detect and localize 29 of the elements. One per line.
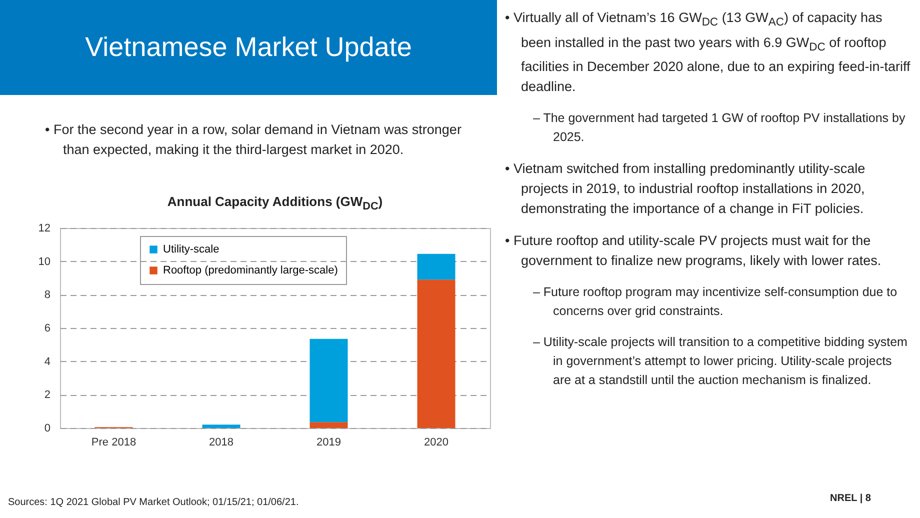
text: – The government had targeted 1 GW of rooftop PV installations by 2025. (533, 110, 906, 146)
y-tick-label: 0 (44, 422, 50, 434)
bar (310, 338, 348, 422)
y-tick-label: 8 (44, 289, 50, 302)
bar (310, 422, 348, 428)
text: • Vietnam switched from installing predominantly utility-scale projects in 2019, to industrial rooftop installations in 2020, demonstrating the importance of a change in FiT policies. (505, 160, 866, 218)
bar (202, 424, 240, 428)
text: NREL | 8 (830, 492, 872, 506)
bar (417, 254, 456, 280)
text: – Future rooftop program may incentivize self-consumption due to concerns over grid constraints. (533, 284, 898, 320)
y-tick-label: 12 (38, 222, 50, 234)
source-note: Sources: 1Q 2021 Global PV Market Outlook; 01/15/21; 01/06/21. (8, 496, 300, 510)
bar (417, 280, 456, 428)
y-tick-label: 2 (44, 389, 50, 402)
chart-title: Annual Capacity Additions (GW$_{DC}$) (166, 194, 384, 213)
x-tick-label: Pre 2018 (91, 436, 136, 448)
x-tick-label: 2019 (316, 436, 341, 448)
text: • Virtually all of Vietnam’s 16 GW$_{DC}$ (13 GW$_{AC}$) of capacity has been installed in the past two years with 6.9 GW$_{DC}$ of rooftop facilities in December 2020 alone, due to an expiring feed-in-tariff deadline. (505, 10, 910, 94)
text: – Utility-scale projects will transition to a competitive bidding system in government’s attempt to lower pricing. Utility-scale projects are at a standstill until the auction mechanism is finalized. (533, 334, 908, 390)
y-tick-label: 10 (38, 256, 50, 268)
legend-label: Utility-scale (163, 244, 220, 256)
text: Vietnamese Market Update (0, 0, 497, 95)
text: • Future rooftop and utility-scale PV projects must wait for the government to finalize new programs, likely with lower rates. (505, 232, 882, 270)
legend-label: Rooftop (predominantly large-scale) (163, 264, 338, 276)
y-tick-label: 6 (44, 322, 50, 334)
y-tick-label: 4 (44, 356, 50, 368)
x-tick-label: 2020 (424, 436, 448, 448)
text: • For the second year in a row, solar demand in Vietnam was stronger than expected, making it the third-largest market in 2020. (45, 121, 462, 159)
x-tick-label: 2018 (209, 436, 234, 448)
